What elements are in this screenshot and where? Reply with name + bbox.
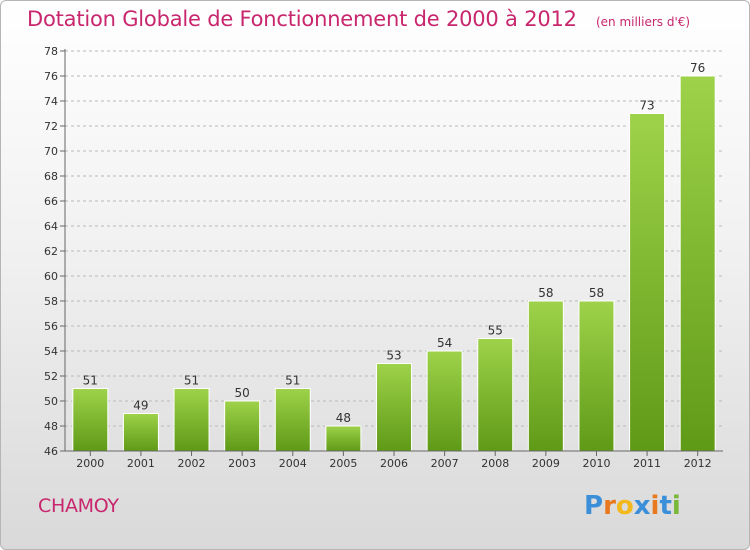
y-tick-label: 52 <box>44 370 58 383</box>
bar <box>224 400 261 452</box>
bar-value-label: 55 <box>488 324 503 338</box>
bar-value-label: 51 <box>285 374 300 388</box>
bar <box>679 75 716 452</box>
commune-name: CHAMOY <box>38 495 119 517</box>
x-tick-label: 2011 <box>633 457 661 470</box>
y-tick-label: 58 <box>44 295 58 308</box>
chart-title: Dotation Globale de Fonctionnement de 20… <box>27 7 577 31</box>
bar-value-label: 51 <box>83 374 98 388</box>
chart-unit: (en milliers d'€) <box>595 15 691 29</box>
x-tick-label: 2009 <box>532 457 560 470</box>
logo-letter: o <box>615 491 634 521</box>
bar <box>629 113 666 452</box>
y-tick-label: 56 <box>44 320 58 333</box>
bar <box>274 388 311 452</box>
logo-letter: i <box>650 491 660 521</box>
bar-value-label: 58 <box>589 286 604 300</box>
bar <box>578 300 615 452</box>
x-tick-label: 2008 <box>481 457 509 470</box>
bar-value-label: 76 <box>690 61 705 75</box>
x-tick-label: 2004 <box>279 457 307 470</box>
logo-letter: x <box>633 491 651 521</box>
y-tick-label: 76 <box>44 70 58 83</box>
bar-value-label: 54 <box>437 336 452 350</box>
y-tick-label: 66 <box>44 195 58 208</box>
bar-value-label: 48 <box>336 411 351 425</box>
y-tick-label: 46 <box>44 445 58 458</box>
proxiti-logo: Proxiti <box>584 491 681 521</box>
bar-value-label: 49 <box>133 399 148 413</box>
bar <box>72 388 109 452</box>
x-axis: 2000 2001 2002 2003 2004 2005 2006 2007 2008 2009… <box>65 450 723 470</box>
x-tick-label: 2001 <box>127 457 155 470</box>
x-tick-label: 2000 <box>76 457 104 470</box>
y-tick-label: 62 <box>44 245 58 258</box>
logo-letter: P <box>584 491 604 521</box>
x-tick-label: 2002 <box>178 457 206 470</box>
y-tick-label: 54 <box>44 345 58 358</box>
bar <box>325 425 362 452</box>
bar-value-label: 50 <box>235 386 250 400</box>
y-axis: 46 48 50 52 54 56 58 60 62 64 66 68 70 72 74 76 78 <box>44 45 66 458</box>
x-tick-label: 2006 <box>380 457 408 470</box>
x-tick-label: 2005 <box>329 457 357 470</box>
bar-value-label: 58 <box>538 286 553 300</box>
x-tick-label: 2012 <box>684 457 712 470</box>
y-tick-label: 48 <box>44 420 58 433</box>
bar <box>376 363 412 452</box>
bar-value-label: 53 <box>386 349 401 363</box>
title-row: Dotation Globale de Fonctionnement de 20… <box>27 7 690 31</box>
bar <box>122 413 159 452</box>
y-tick-label: 64 <box>44 220 58 233</box>
x-tick-label: 2007 <box>431 457 459 470</box>
bar <box>527 300 564 452</box>
bar-value-label: 73 <box>639 99 654 113</box>
bar <box>477 338 514 452</box>
logo-letter: t <box>659 491 672 521</box>
y-tick-label: 72 <box>44 120 58 133</box>
y-tick-label: 50 <box>44 395 58 408</box>
y-tick-label: 60 <box>44 270 58 283</box>
logo-letter: r <box>603 491 616 521</box>
y-tick-label: 68 <box>44 170 58 183</box>
x-tick-label: 2003 <box>228 457 256 470</box>
bar <box>173 388 210 452</box>
bar-value-label: 51 <box>184 374 199 388</box>
bars: 51 49 51 50 51 48 53 54 55 58 58 73 76 <box>72 61 716 452</box>
bar <box>426 350 463 452</box>
logo-letter: i <box>671 491 681 521</box>
x-tick-label: 2010 <box>582 457 610 470</box>
y-tick-label: 70 <box>44 145 58 158</box>
y-tick-label: 74 <box>44 95 58 108</box>
y-tick-label: 78 <box>44 45 58 58</box>
